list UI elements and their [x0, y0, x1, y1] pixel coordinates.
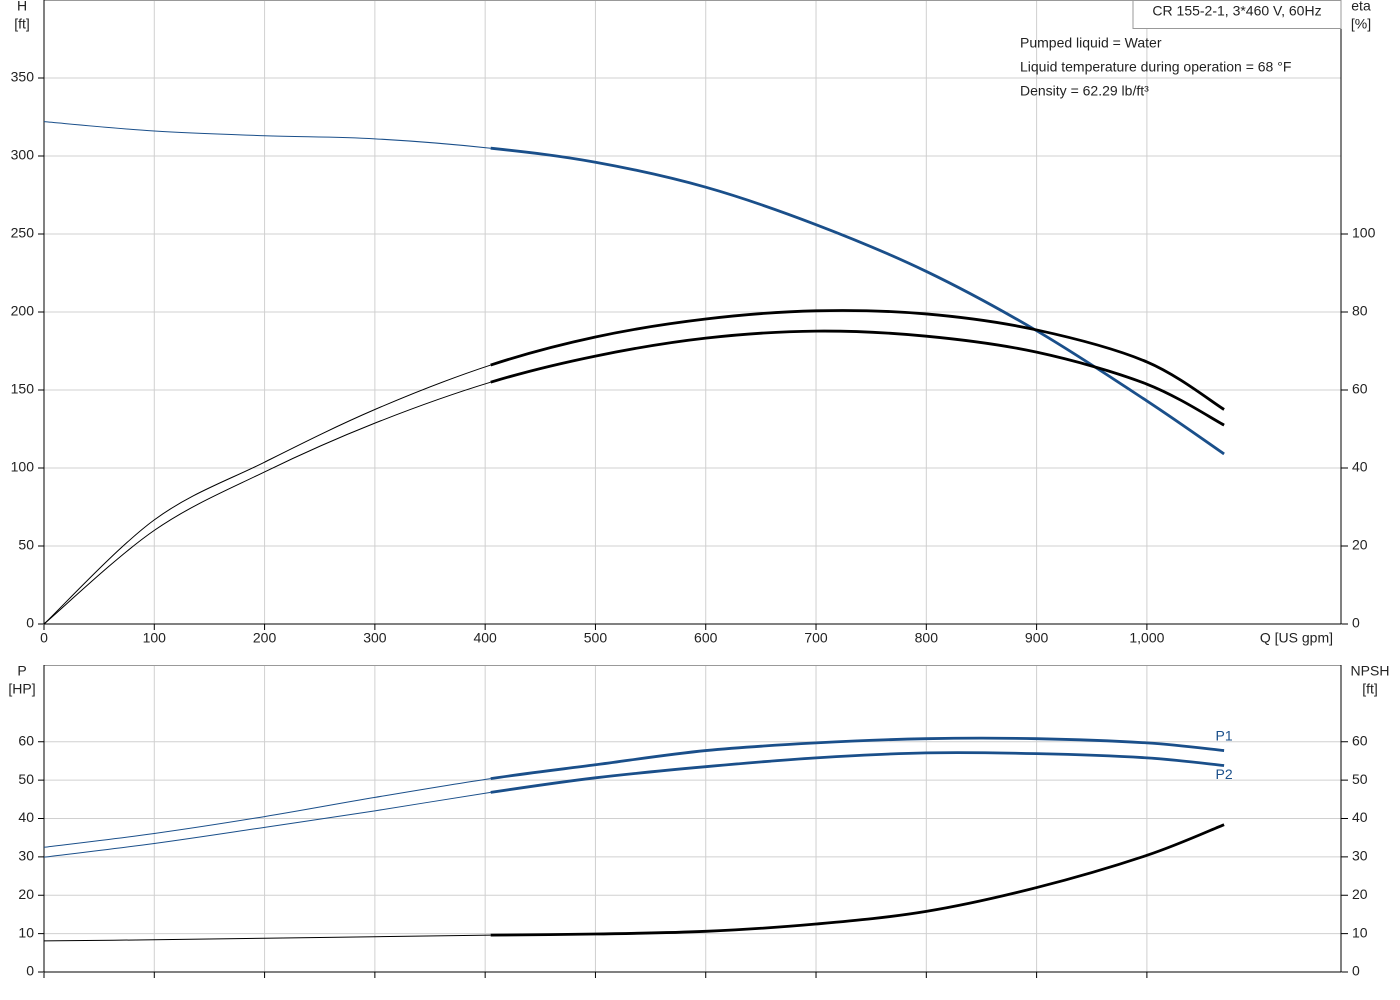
annotation: Density = 62.29 lb/ft³: [1020, 83, 1149, 99]
y2-tick-label: 50: [1352, 771, 1368, 787]
x-tick-label: 700: [804, 630, 828, 646]
curve-duty: [490, 329, 1225, 427]
y2-tick-label: 10: [1352, 924, 1368, 940]
y2-tick-label: 80: [1352, 303, 1368, 319]
x-tick-label: 100: [143, 630, 167, 646]
y-tick-label: 50: [18, 771, 34, 787]
x-tick-label: 400: [473, 630, 497, 646]
y2-tick-label: 100: [1352, 225, 1376, 241]
annotation: Liquid temperature during operation = 68…: [1020, 59, 1291, 75]
y-tick-label: 50: [18, 537, 34, 553]
y2-tick-label: 60: [1352, 381, 1368, 397]
x-tick-label: 300: [363, 630, 387, 646]
y2-axis-title: eta: [1351, 0, 1371, 14]
y2-axis-unit: [ft]: [1362, 681, 1378, 697]
y-axis-unit: [HP]: [8, 681, 35, 697]
chart-title: CR 155-2-1, 3*460 V, 60Hz: [1152, 3, 1321, 19]
x-tick-label: 1,000: [1129, 630, 1164, 646]
y2-tick-label: 0: [1352, 963, 1360, 979]
x-axis-title: Q [US gpm]: [1260, 630, 1333, 646]
x-tick-label: 0: [40, 630, 48, 646]
curve-duty: [490, 309, 1225, 411]
y2-tick-label: 40: [1352, 459, 1368, 475]
y-tick-label: 0: [26, 963, 34, 979]
x-tick-label: 600: [694, 630, 718, 646]
curve: [43, 381, 491, 625]
y-axis-unit: [ft]: [14, 16, 30, 32]
curve: [43, 121, 491, 149]
y-tick-label: 0: [26, 615, 34, 631]
y-tick-label: 40: [18, 809, 34, 825]
y-tick-label: 350: [11, 69, 35, 85]
y-tick-label: 60: [18, 732, 34, 748]
y-axis-title: H: [17, 0, 27, 14]
y2-tick-label: 0: [1352, 615, 1360, 631]
y2-axis-unit: [%]: [1351, 16, 1371, 32]
y-tick-label: 150: [11, 381, 35, 397]
y-tick-label: 100: [11, 459, 35, 475]
curve: [43, 934, 491, 942]
y-tick-label: 250: [11, 225, 35, 241]
x-tick-label: 900: [1025, 630, 1049, 646]
annotation: Pumped liquid = Water: [1020, 35, 1162, 51]
y2-tick-label: 40: [1352, 809, 1368, 825]
series-label: P2: [1216, 766, 1233, 782]
y2-tick-label: 30: [1352, 848, 1368, 864]
curve-duty: [490, 146, 1225, 456]
curve-duty: [490, 823, 1225, 937]
curve: [43, 778, 491, 848]
y-tick-label: 10: [18, 924, 34, 940]
y2-tick-label: 20: [1352, 537, 1368, 553]
curve-duty: [490, 751, 1225, 794]
x-tick-label: 200: [253, 630, 277, 646]
y-tick-label: 300: [11, 147, 35, 163]
y2-axis-title: NPSH: [1351, 663, 1390, 679]
y-axis-title: P: [17, 663, 26, 679]
x-tick-label: 500: [584, 630, 608, 646]
series-label: P1: [1216, 727, 1233, 743]
curve: [43, 791, 491, 858]
y-tick-label: 20: [18, 886, 34, 902]
x-tick-label: 800: [915, 630, 939, 646]
y2-tick-label: 20: [1352, 886, 1368, 902]
info-box: [1132, 0, 1342, 29]
curve: [43, 364, 491, 625]
y-tick-label: 30: [18, 848, 34, 864]
curve-duty: [490, 736, 1225, 780]
y2-tick-label: 60: [1352, 732, 1368, 748]
y-tick-label: 200: [11, 303, 35, 319]
